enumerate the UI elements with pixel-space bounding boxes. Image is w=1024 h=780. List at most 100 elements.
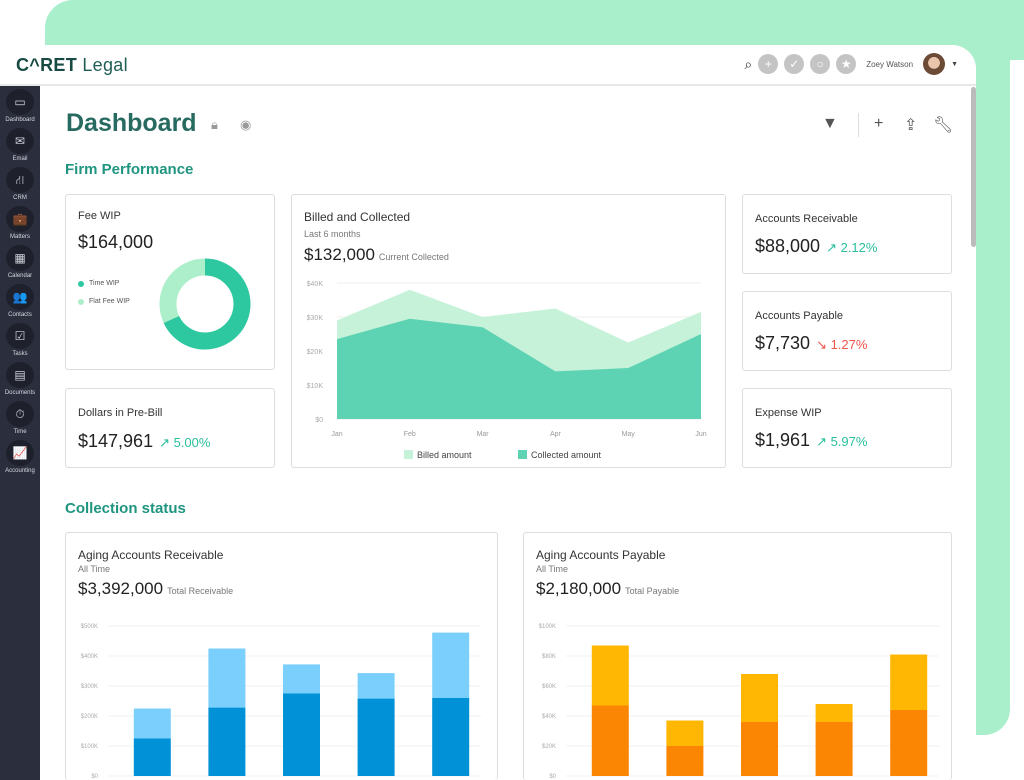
area-chart: $0 $10K $20K $30K $40K Jan Feb Mar Apr May Jun Bill… bbox=[307, 281, 707, 460]
bar-upper bbox=[666, 720, 704, 746]
accounts-receivable-card[interactable]: Accounts Receivable $88,000 ↗ 2.12% bbox=[742, 194, 952, 274]
sidebar-item-documents[interactable]: ▤ Documents bbox=[0, 359, 40, 398]
donut-chart bbox=[159, 258, 251, 350]
legend-swatch bbox=[404, 450, 413, 459]
legend-flat-fee-wip: Flat Fee WIP bbox=[78, 298, 130, 305]
search-icon[interactable]: ⌕ bbox=[744, 55, 753, 72]
y-tick-label: $100K bbox=[81, 744, 98, 750]
sidebar-item-email[interactable]: ✉ Email bbox=[0, 125, 40, 164]
accounts-payable-card[interactable]: Accounts Payable $7,730 ↘ 1.27% bbox=[742, 291, 952, 371]
bar-lower bbox=[133, 738, 171, 776]
sidebar-item-label: Time bbox=[13, 429, 27, 435]
billed-collected-card[interactable]: Billed and Collected Last 6 months $132,… bbox=[291, 194, 726, 468]
y-tick-label: $20K bbox=[307, 349, 324, 356]
trend-up: ↗ 5.97% bbox=[816, 434, 868, 449]
value: $147,961 bbox=[78, 431, 154, 451]
x-tick-label: Mar bbox=[477, 431, 490, 438]
value: $2,180,000 bbox=[536, 579, 622, 598]
sidebar-item-label: Documents bbox=[4, 390, 36, 396]
bar-upper bbox=[815, 704, 853, 722]
legend-label: Billed amount bbox=[417, 450, 472, 460]
lock-icon[interactable]: 🔒︎ bbox=[211, 117, 218, 132]
value-label: Current Collected bbox=[378, 252, 449, 262]
bar-upper bbox=[283, 664, 320, 694]
sidebar-item-time[interactable]: ⏱ Time bbox=[0, 398, 40, 437]
y-tick-label: $40K bbox=[307, 281, 324, 288]
star-icon[interactable]: ★ bbox=[836, 54, 857, 74]
card-subtitle: Last 6 months bbox=[304, 229, 361, 239]
card-title: Aging Accounts Payable bbox=[536, 548, 666, 562]
bar-upper bbox=[591, 645, 629, 706]
chat-icon[interactable]: ○ bbox=[810, 54, 831, 74]
sidebar-item-calendar[interactable]: ▦ Calendar bbox=[0, 242, 40, 281]
scrollbar[interactable] bbox=[971, 87, 976, 247]
change: 5.00% bbox=[173, 435, 211, 450]
sidebar-item-accounting[interactable]: 📈 Accounting bbox=[0, 437, 40, 476]
bar-upper bbox=[208, 648, 246, 708]
user-name[interactable]: Zoey Watson bbox=[866, 59, 914, 69]
divider bbox=[858, 113, 859, 137]
value-label: Total Payable bbox=[625, 586, 680, 596]
legend-swatch bbox=[518, 450, 527, 459]
time-icon: ⏱ bbox=[6, 401, 34, 427]
add-icon[interactable]: + bbox=[758, 54, 779, 74]
y-tick-label: $0 bbox=[549, 774, 556, 780]
y-tick-label: $60K bbox=[542, 684, 556, 690]
share-icon[interactable]: ⇪ bbox=[904, 117, 918, 134]
app-window: C^RET Legal ⌕ + ✓ ○ ★ Zoey Watson ▼ ▭ Das… bbox=[0, 45, 976, 780]
sidebar-item-tasks[interactable]: ☑ Tasks bbox=[0, 320, 40, 359]
tasks-icon: ☑ bbox=[6, 323, 34, 349]
sidebar-item-label: CRM bbox=[13, 195, 27, 201]
documents-icon: ▤ bbox=[6, 362, 34, 388]
sidebar-item-label: Email bbox=[12, 156, 28, 162]
user-shield-icon[interactable]: ◉ bbox=[240, 117, 252, 132]
y-tick-label: $500K bbox=[81, 624, 98, 630]
legend-label: Collected amount bbox=[531, 450, 602, 460]
aging-ar-bar-chart: $0 $100K $200K $300K $400K $500K bbox=[81, 624, 481, 780]
pre-bill-card[interactable]: Dollars in Pre-Bill $147,961 ↗ 5.00% bbox=[65, 388, 275, 468]
page-title: Dashboard bbox=[66, 109, 197, 137]
sidebar-item-crm[interactable]: ⛙ CRM bbox=[0, 164, 40, 203]
card-title: Fee WIP bbox=[78, 210, 121, 222]
sidebar-item-contacts[interactable]: 👥 Contacts bbox=[0, 281, 40, 320]
aging-ar-card[interactable]: Aging Accounts Receivable All Time $3,39… bbox=[65, 532, 498, 780]
matters-icon: 💼 bbox=[6, 206, 34, 232]
value: $1,961 bbox=[755, 430, 811, 450]
sidebar-item-label: Dashboard bbox=[5, 117, 35, 123]
y-tick-label: $300K bbox=[81, 684, 98, 690]
sidebar-item-matters[interactable]: 💼 Matters bbox=[0, 203, 40, 242]
add-widget-icon[interactable]: + bbox=[874, 115, 884, 132]
y-tick-label: $40K bbox=[542, 714, 556, 720]
check-icon[interactable]: ✓ bbox=[784, 54, 805, 74]
expense-wip-card[interactable]: Expense WIP $1,961 ↗ 5.97% bbox=[742, 388, 952, 468]
logo-suffix: Legal bbox=[82, 55, 128, 75]
trend-up: ↗ 5.00% bbox=[159, 435, 211, 450]
x-tick-label: Jun bbox=[695, 431, 706, 438]
avatar[interactable] bbox=[923, 53, 946, 75]
card-subtitle: All Time bbox=[536, 564, 569, 574]
chevron-down-icon[interactable]: ▼ bbox=[951, 60, 958, 68]
legend-label: Flat Fee WIP bbox=[89, 298, 130, 305]
aging-ap-card[interactable]: Aging Accounts Payable All Time $2,180,0… bbox=[523, 532, 952, 780]
bar-lower bbox=[357, 698, 395, 776]
card-subtitle: All Time bbox=[78, 564, 111, 574]
bar-upper bbox=[432, 632, 470, 698]
card-title: Billed and Collected bbox=[304, 210, 411, 224]
sidebar-item-dashboard[interactable]: ▭ Dashboard bbox=[0, 86, 40, 125]
accounting-icon: 📈 bbox=[6, 440, 34, 466]
crm-icon: ⛙ bbox=[6, 167, 34, 193]
y-tick-label: $0 bbox=[91, 774, 98, 780]
bar-lower bbox=[741, 722, 778, 776]
card-value: $132,000 Current Collected bbox=[304, 245, 449, 265]
logo-mark: C^RET bbox=[16, 55, 78, 75]
bar-lower bbox=[591, 705, 629, 776]
x-tick-label: Apr bbox=[550, 431, 562, 438]
wrench-icon[interactable]: 🔧︎ bbox=[933, 117, 954, 134]
fee-wip-card[interactable]: Fee WIP $164,000 Time WIP Flat Fee WIP bbox=[65, 194, 275, 370]
logo: C^RET Legal bbox=[16, 55, 128, 76]
y-tick-label: $400K bbox=[81, 654, 98, 660]
value-label: Total Receivable bbox=[167, 586, 234, 596]
filter-icon[interactable]: ▼ bbox=[822, 115, 838, 132]
y-tick-label: $10K bbox=[307, 383, 324, 390]
value: $88,000 bbox=[755, 236, 821, 256]
